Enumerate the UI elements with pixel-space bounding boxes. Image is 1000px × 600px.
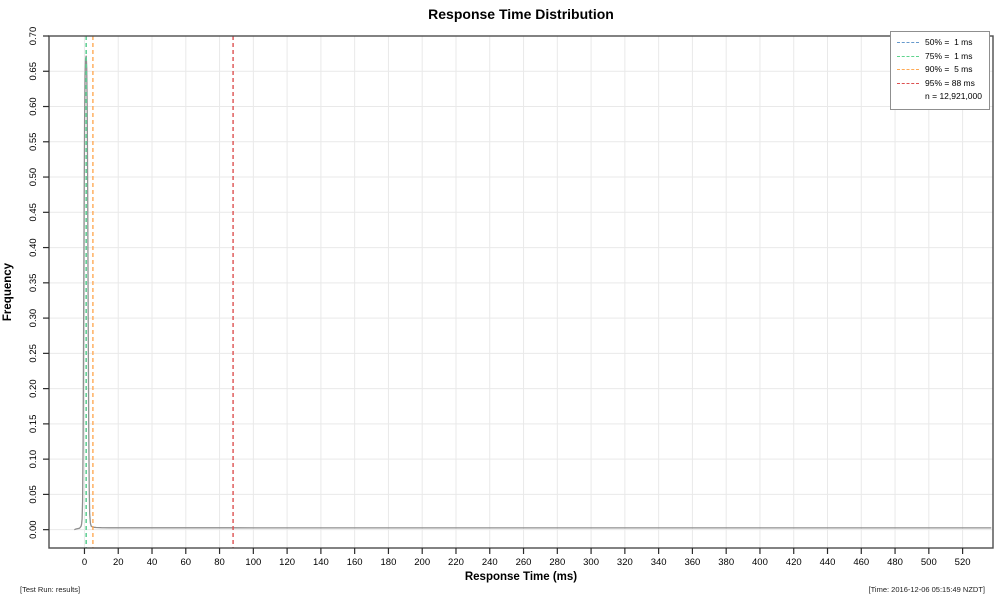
legend-dash-swatch <box>897 42 920 44</box>
legend: 50% = 1 ms 75% = 1 ms 90% = 5 ms 95% = 88 m… <box>890 31 990 110</box>
x-tick-label: 160 <box>347 557 363 568</box>
x-tick-label: 320 <box>617 557 633 568</box>
legend-label: n = 12,921,000 <box>925 91 982 101</box>
legend-label: 90% = 5 ms <box>925 64 973 74</box>
y-tick-label: 0.00 <box>28 520 39 539</box>
x-tick-label: 180 <box>381 557 397 568</box>
x-tick-label: 280 <box>549 557 565 568</box>
y-tick-label: 0.70 <box>28 27 39 46</box>
legend-label: 75% = 1 ms <box>925 50 973 61</box>
legend-dash-swatch <box>897 69 920 71</box>
x-tick-label: 240 <box>482 557 498 568</box>
legend-label: 50% = 1 ms <box>925 37 973 47</box>
y-tick-label: 0.35 <box>28 274 39 293</box>
x-tick-label: 440 <box>820 557 836 568</box>
x-tick-label: 380 <box>718 557 734 568</box>
x-tick-label: 360 <box>684 557 700 568</box>
legend-row: 75% = 1 ms <box>897 50 982 64</box>
y-tick-label: 0.55 <box>28 133 39 152</box>
legend-dash-swatch <box>897 82 920 84</box>
y-tick-label: 0.20 <box>28 379 39 398</box>
x-tick-label: 480 <box>887 557 903 568</box>
y-tick-label: 0.15 <box>28 415 39 434</box>
x-tick-label: 0 <box>82 557 87 568</box>
x-tick-label: 60 <box>180 557 191 568</box>
legend-row: n = 12,921,000 <box>897 90 982 104</box>
x-tick-label: 340 <box>651 557 667 568</box>
x-tick-label: 260 <box>516 557 532 568</box>
x-tick-label: 40 <box>147 557 158 568</box>
x-tick-label: 300 <box>583 557 599 568</box>
density-curve <box>74 55 992 531</box>
x-tick-label: 140 <box>313 557 329 568</box>
x-tick-label: 400 <box>752 557 768 568</box>
plot-box <box>48 35 994 549</box>
legend-row: 95% = 88 ms <box>897 77 982 91</box>
legend-swatch-spacer <box>897 96 919 97</box>
chart-title: Response Time Distribution <box>428 6 614 22</box>
y-tick-label: 0.50 <box>28 168 39 187</box>
x-tick-label: 220 <box>448 557 464 568</box>
y-tick-label: 0.30 <box>28 309 39 328</box>
y-tick-label: 0.40 <box>28 238 39 257</box>
x-tick-label: 80 <box>214 557 225 568</box>
x-tick-label: 20 <box>113 557 124 568</box>
legend-dash-swatch <box>897 55 920 57</box>
x-tick-label: 120 <box>279 557 295 568</box>
x-tick-label: 460 <box>853 557 869 568</box>
x-tick-label: 520 <box>955 557 971 568</box>
y-tick-label: 0.25 <box>28 344 39 363</box>
legend-row: 90% = 5 ms <box>897 63 982 77</box>
y-tick-label: 0.60 <box>28 97 39 116</box>
y-tick-label: 0.45 <box>28 203 39 222</box>
x-tick-label: 200 <box>414 557 430 568</box>
legend-row: 50% = 1 ms <box>897 36 982 50</box>
timestamp-note: [Time: 2016-12-06 05:15:49 NZDT] <box>868 585 985 594</box>
y-tick-label: 0.05 <box>28 485 39 504</box>
x-axis-label: Response Time (ms) <box>464 571 578 583</box>
y-axis-label: Frequency <box>2 262 14 322</box>
y-tick-label: 0.10 <box>28 450 39 469</box>
legend-label: 95% = 88 ms <box>925 77 975 88</box>
test-run-note: [Test Run: results] <box>20 585 81 594</box>
x-tick-label: 500 <box>921 557 937 568</box>
x-tick-label: 100 <box>245 557 261 568</box>
y-tick-label: 0.65 <box>28 62 39 81</box>
x-tick-label: 420 <box>786 557 802 568</box>
